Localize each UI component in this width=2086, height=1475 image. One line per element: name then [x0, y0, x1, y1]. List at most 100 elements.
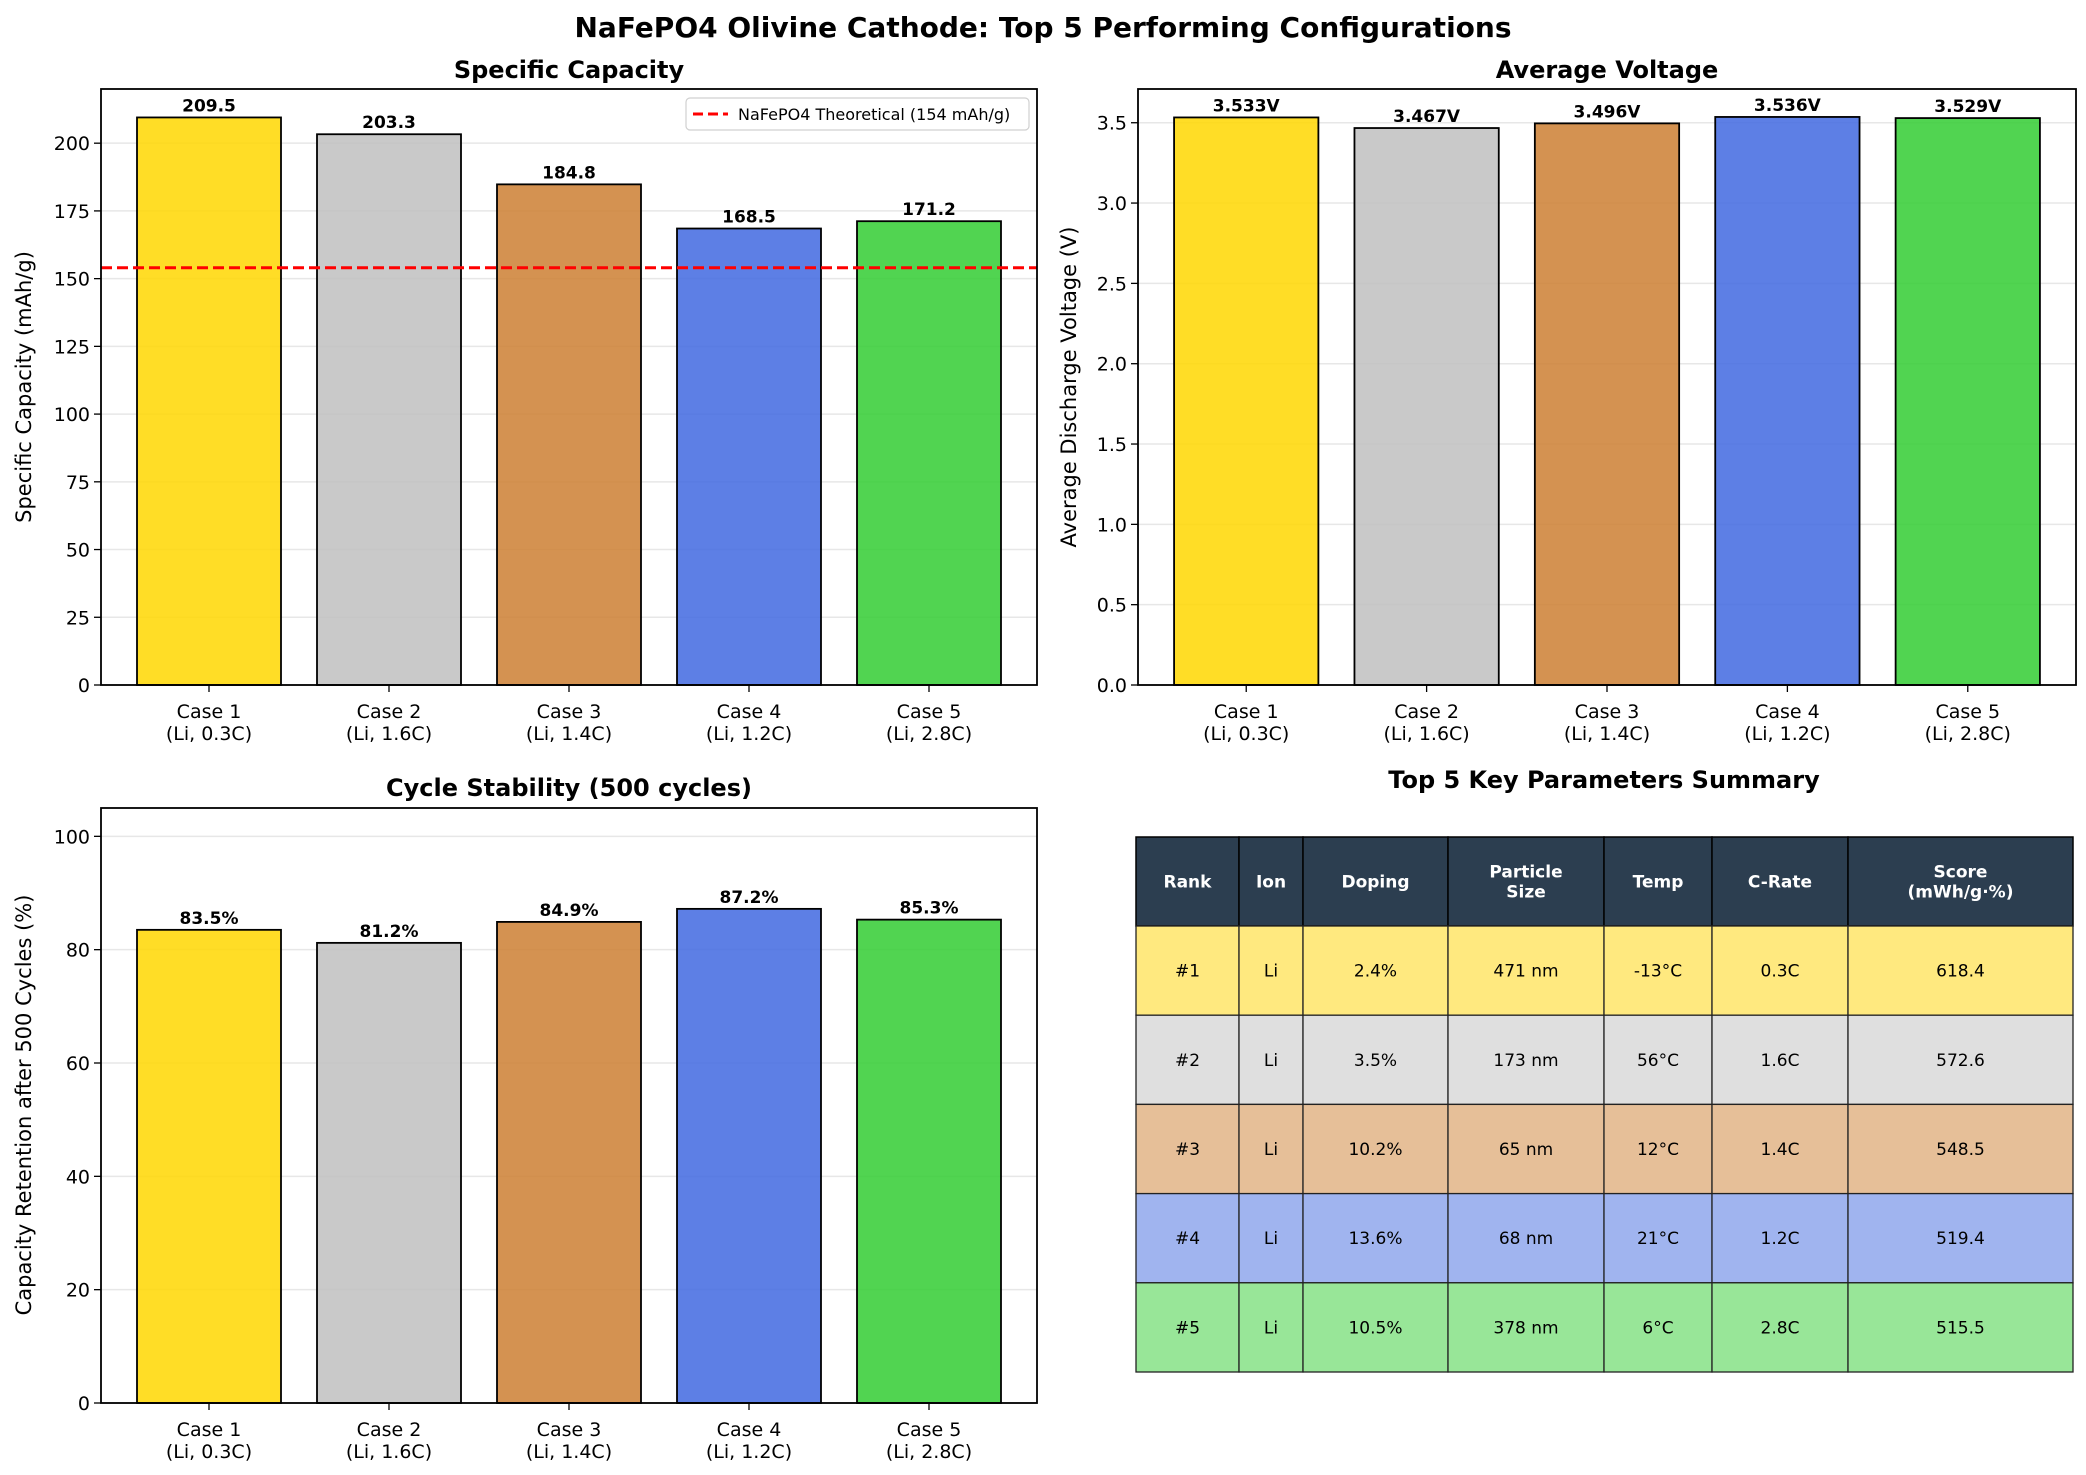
- table-cell: [1238, 925, 1304, 1016]
- y-tick-label: 50: [66, 540, 90, 562]
- figure-suptitle: NaFePO4 Olivine Cathode: Top 5 Performin…: [574, 11, 1511, 44]
- bar-value-label: 209.5: [182, 96, 236, 116]
- table-cell-text: 21°C: [1637, 1229, 1679, 1249]
- bar-3: [496, 921, 642, 1404]
- x-tick-label: Case 1 (Li, 0.3C): [166, 1419, 252, 1463]
- y-tick-label: 60: [66, 1053, 90, 1075]
- table-title: Top 5 Key Parameters Summary: [1388, 766, 1820, 794]
- table-header-cell: [1447, 836, 1605, 927]
- table-cell-text: 173 nm: [1493, 1051, 1558, 1071]
- table-cell-text: 65 nm: [1499, 1140, 1553, 1160]
- table-cell-text: Li: [1264, 1229, 1278, 1249]
- table-cell-text: 378 nm: [1493, 1318, 1558, 1338]
- y-tick-label: 1.0: [1097, 514, 1127, 536]
- table-cell-text: 2.4%: [1354, 962, 1397, 982]
- y-tick-label: 125: [54, 336, 90, 358]
- table-cell: [1711, 1282, 1849, 1373]
- table-cell: [1302, 1282, 1449, 1373]
- x-tick-label: Case 5 (Li, 2.8C): [886, 701, 972, 745]
- table-cell-text: 519.4: [1936, 1229, 1985, 1249]
- table-header-label: Ion: [1256, 873, 1286, 893]
- y-tick-label: 200: [54, 133, 90, 155]
- y-tick-label: 1.5: [1097, 434, 1127, 456]
- axes-frame: [1137, 88, 2077, 686]
- chart-title: Average Voltage: [1496, 56, 1719, 84]
- table-cell-text: #5: [1175, 1318, 1200, 1338]
- table-cell-text: Li: [1264, 1051, 1278, 1071]
- y-tick-label: 0.5: [1097, 595, 1127, 617]
- table-cell: [1447, 1282, 1605, 1373]
- table-row: #2 Li 3.5% 173 nm 56°C 1.6C 572.6: [1135, 1014, 2074, 1106]
- table-cell-text: 3.5%: [1354, 1051, 1397, 1071]
- table-cell: [1135, 1282, 1240, 1373]
- axes-frame: [100, 807, 1038, 1404]
- bar-value-label: 3.536V: [1754, 96, 1822, 116]
- y-axis-label: Capacity Retention after 500 Cycles (%): [12, 895, 36, 1316]
- bar-1: [1173, 116, 1320, 686]
- table-cell-text: #4: [1175, 1229, 1200, 1249]
- y-tick-label: 0: [78, 1393, 90, 1415]
- y-tick-label: 80: [66, 940, 90, 962]
- table-cell: [1238, 1103, 1304, 1195]
- bar-5: [1894, 117, 2041, 686]
- y-tick-label: 20: [66, 1280, 90, 1302]
- table-cell: [1447, 1014, 1605, 1106]
- y-tick-label: 100: [54, 826, 90, 848]
- bar-2: [316, 941, 462, 1404]
- table-cell-text: 0.3C: [1761, 962, 1800, 982]
- y-tick-label: 3.5: [1097, 113, 1127, 135]
- x-tick-label: Case 2 (Li, 1.6C): [1383, 701, 1469, 745]
- table-cell-text: 572.6: [1936, 1051, 1985, 1071]
- bar-value-label: 3.467V: [1393, 107, 1461, 127]
- table-row: #4 Li 13.6% 68 nm 21°C 1.2C 519.4: [1135, 1192, 2074, 1284]
- y-tick-label: 150: [54, 269, 90, 291]
- bar-4: [676, 227, 822, 686]
- specific-capacity-chart: Specific Capacity Specific Capacity (mAh…: [12, 56, 1038, 745]
- table-cell-text: #3: [1175, 1140, 1200, 1160]
- table-cell-text: 10.5%: [1348, 1318, 1402, 1338]
- chart-title: Specific Capacity: [454, 56, 685, 84]
- table-header-label: Score (mWh/g·%): [1908, 863, 2014, 903]
- table-cell: [1302, 1103, 1449, 1195]
- table-cell-text: 6°C: [1642, 1318, 1673, 1338]
- table-cell-text: 56°C: [1637, 1051, 1679, 1071]
- x-tick-label: Case 4 (Li, 1.2C): [1744, 701, 1830, 745]
- x-tick-label: Case 1 (Li, 0.3C): [1203, 701, 1289, 745]
- average-voltage-chart: Average Voltage Average Discharge Voltag…: [1057, 56, 2077, 745]
- table-cell-text: 1.4C: [1761, 1140, 1800, 1160]
- table-cell: [1135, 1192, 1240, 1284]
- y-axis-label: Average Discharge Voltage (V): [1057, 227, 1081, 548]
- table-cell-text: 12°C: [1637, 1140, 1679, 1160]
- bar-5: [856, 220, 1002, 686]
- table-cell: [1603, 1282, 1713, 1373]
- table-row: #3 Li 10.2% 65 nm 12°C 1.4C 548.5: [1135, 1103, 2074, 1195]
- table-header-label: Rank: [1164, 873, 1213, 893]
- table-cell-text: 471 nm: [1493, 962, 1558, 982]
- y-axis-label: Specific Capacity (mAh/g): [12, 251, 36, 523]
- bar-4: [676, 907, 822, 1404]
- bar-value-label: 3.496V: [1574, 102, 1642, 122]
- table-header-cell: [1603, 836, 1713, 927]
- table-header-label: Particle Size: [1489, 863, 1562, 903]
- bar-3: [1533, 122, 1681, 686]
- x-tick-label: Case 2 (Li, 1.6C): [346, 701, 432, 745]
- bar-4: [1714, 116, 1861, 686]
- y-tick-label: 40: [66, 1166, 90, 1188]
- table-cell: [1711, 925, 1849, 1016]
- legend-box: [685, 97, 1030, 131]
- table-cell-text: Li: [1264, 1140, 1278, 1160]
- bar-value-label: 85.3%: [900, 899, 959, 919]
- parameters-summary-table: Top 5 Key Parameters Summary Rank Ion Dopi…: [1135, 766, 2074, 1373]
- table-header-label: C-Rate: [1748, 873, 1812, 893]
- table-row: #5 Li 10.5% 378 nm 6°C 2.8C 515.5: [1135, 1282, 2074, 1373]
- bar-value-label: 83.5%: [180, 909, 239, 929]
- bar-value-label: 84.9%: [540, 901, 599, 921]
- y-tick-label: 0: [78, 675, 90, 697]
- legend-label: NaFePO4 Theoretical (154 mAh/g): [738, 105, 1010, 124]
- table-cell-text: #2: [1175, 1051, 1200, 1071]
- table-cell: [1603, 1014, 1713, 1106]
- x-tick-label: Case 3 (Li, 1.4C): [1564, 701, 1650, 745]
- chart-title: Cycle Stability (500 cycles): [386, 774, 752, 802]
- y-tick-label: 2.5: [1097, 273, 1127, 295]
